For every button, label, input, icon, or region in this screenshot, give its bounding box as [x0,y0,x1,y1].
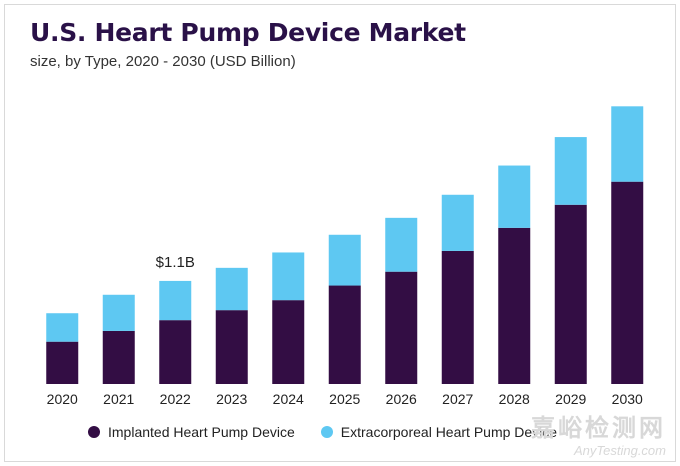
x-tick-label-2020: 2020 [47,391,78,407]
x-tick-label-2022: 2022 [160,391,191,407]
bar-extracorporeal-2025 [328,234,361,286]
bar-implanted-2024 [272,300,305,384]
bar-implanted-2022 [159,320,192,384]
x-tick-label-2025: 2025 [329,391,360,407]
annotation-2022: $1.1B [156,254,195,271]
bar-extracorporeal-2023 [215,267,248,311]
legend-swatch-extracorporeal [320,426,333,438]
x-tick-label-2029: 2029 [555,391,586,407]
x-tick-label-2023: 2023 [216,391,247,407]
x-tick-label-2026: 2026 [386,391,417,407]
bar-implanted-2026 [385,271,418,384]
legend-item-implanted: Implanted Heart Pump Device [88,424,295,440]
legend: Implanted Heart Pump Device Extracorpore… [88,424,557,440]
legend-item-extracorporeal: Extracorporeal Heart Pump Device [320,424,558,440]
legend-label-extracorporeal: Extracorporeal Heart Pump Device [340,424,558,440]
x-tick-label-2027: 2027 [442,391,473,407]
bar-extracorporeal-2021 [102,294,135,331]
bar-extracorporeal-2026 [385,217,418,272]
bar-extracorporeal-2030 [611,106,644,182]
legend-label-implanted: Implanted Heart Pump Device [108,424,295,440]
bar-implanted-2030 [611,181,644,384]
bar-extracorporeal-2027 [441,194,474,251]
bar-extracorporeal-2028 [498,165,531,228]
bar-implanted-2027 [441,250,474,384]
legend-swatch-implanted [88,426,100,438]
bar-implanted-2021 [102,330,135,384]
bar-extracorporeal-2029 [554,137,587,205]
x-tick-label-2024: 2024 [273,391,304,407]
x-tick-label-2028: 2028 [499,391,530,407]
bar-implanted-2023 [215,310,248,384]
chart-subtitle: size, by Type, 2020 - 2030 (USD Billion) [30,53,296,70]
bar-implanted-2029 [554,204,587,384]
x-tick-label-2030: 2030 [612,391,643,407]
bar-implanted-2020 [46,341,79,384]
bar-extracorporeal-2024 [272,252,305,301]
bar-implanted-2028 [498,227,531,384]
bar-extracorporeal-2022 [159,280,192,321]
bar-implanted-2025 [328,285,361,384]
chart-title: U.S. Heart Pump Device Market [30,18,466,47]
bar-extracorporeal-2020 [46,313,79,342]
x-tick-label-2021: 2021 [103,391,134,407]
